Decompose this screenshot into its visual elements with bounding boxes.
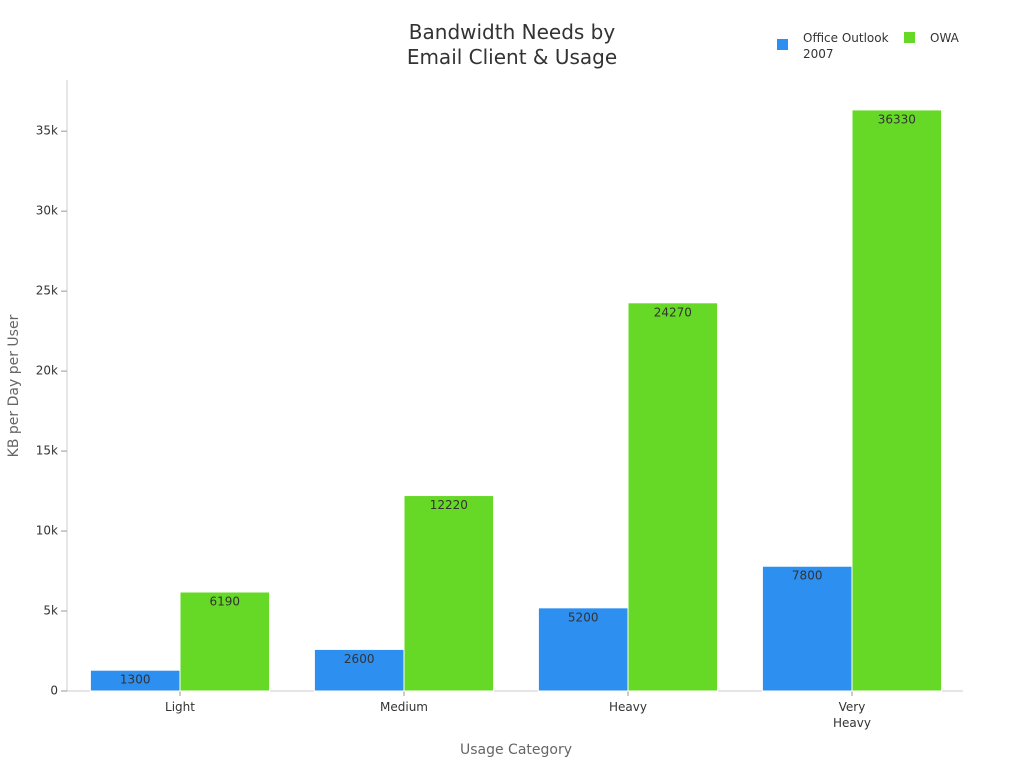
bar — [627, 302, 719, 692]
legend-label: OWA — [930, 31, 959, 45]
value-label: 24270 — [654, 305, 692, 319]
legend-swatch — [777, 39, 788, 50]
value-label: 1300 — [120, 673, 151, 687]
y-tick-label: 25k — [36, 284, 58, 298]
bar — [403, 495, 495, 692]
x-tick-label: Light — [165, 700, 195, 714]
bar — [179, 591, 271, 692]
x-axis-title: Usage Category — [460, 742, 572, 758]
legend-swatch — [904, 32, 915, 43]
y-axis-title: KB per Day per User — [6, 314, 22, 457]
y-tick-label: 30k — [36, 204, 58, 218]
bar — [851, 109, 943, 692]
x-tick-label: Medium — [380, 700, 428, 714]
y-tick-label: 10k — [36, 524, 58, 538]
y-tick-label: 35k — [36, 124, 58, 138]
x-tick-label: Heavy — [609, 700, 647, 714]
value-label: 5200 — [568, 610, 599, 624]
value-label: 7800 — [792, 569, 823, 583]
value-label: 12220 — [430, 498, 468, 512]
value-label: 6190 — [210, 594, 241, 608]
y-tick-label: 0 — [50, 684, 58, 698]
chart-title: Bandwidth Needs by Email Client & Usage — [406, 20, 618, 69]
x-tick-label: Very Heavy — [833, 700, 871, 730]
value-label: 2600 — [344, 652, 375, 666]
y-tick-label: 15k — [36, 444, 58, 458]
legend-label: Office Outlook 2007 — [803, 31, 889, 61]
bar — [537, 607, 629, 692]
y-tick-label: 20k — [36, 364, 58, 378]
bar — [761, 565, 853, 692]
y-tick-label: 5k — [43, 604, 58, 618]
value-label: 36330 — [878, 112, 916, 126]
